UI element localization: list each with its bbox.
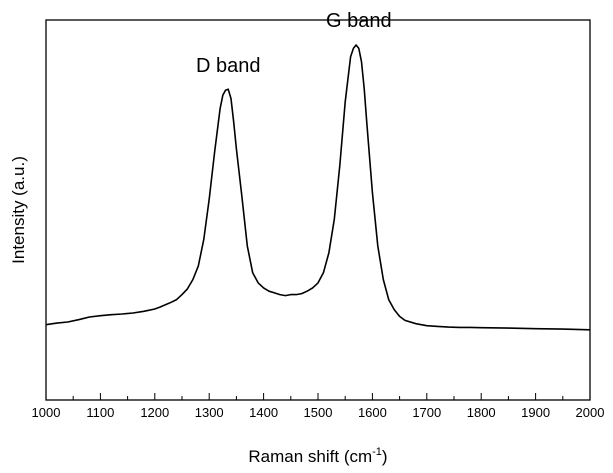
x-axis-tick-labels: 1000 1100 1200 1300 1400 1500 1600 1700 1800 1900… <box>32 405 605 420</box>
x-tick-label: 1800 <box>467 405 496 420</box>
y-axis-label: Intensity (a.u.) <box>9 156 28 264</box>
x-axis-label: Raman shift (cm-1) <box>248 446 387 466</box>
peak-annotations: D band G band <box>196 10 392 77</box>
peak-annotation: D band <box>196 55 261 77</box>
spectrum-line <box>45 44 591 331</box>
x-tick-label: 1000 <box>32 405 61 420</box>
x-axis-label-superscript: -1 <box>372 446 382 458</box>
x-tick-label: 1500 <box>304 405 333 420</box>
peak-annotation: G band <box>326 10 392 32</box>
plot-frame <box>45 19 591 401</box>
x-tick-label: 1400 <box>249 405 278 420</box>
x-tick-label: 1200 <box>140 405 169 420</box>
x-tick-label: 1900 <box>521 405 550 420</box>
x-tick-label: 1700 <box>412 405 441 420</box>
x-tick-label: 2000 <box>576 405 605 420</box>
x-tick-label: 1100 <box>86 405 114 420</box>
x-tick-label: 1300 <box>195 405 224 420</box>
x-tick-label: 1600 <box>358 405 387 420</box>
x-axis-ticks <box>45 393 591 400</box>
